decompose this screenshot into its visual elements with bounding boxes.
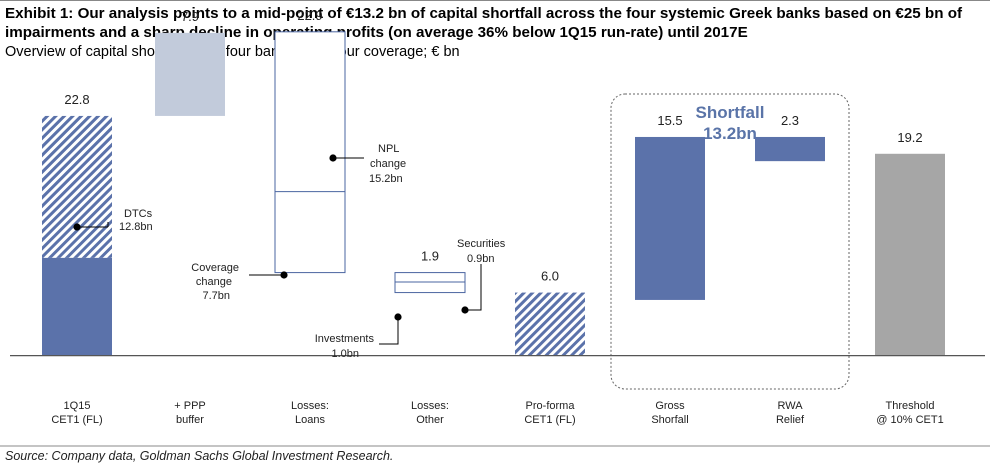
dtcs-label-line2: 12.8bn [119, 221, 153, 233]
npl-label-line1: NPL [378, 143, 399, 155]
investments-leader [379, 317, 399, 345]
bar-losses-other [394, 272, 466, 294]
bar-cet1-dtc-part [42, 115, 112, 258]
shortfall-title: Shortfall [696, 103, 765, 122]
category-label-gross-line2: Shorfall [651, 414, 688, 426]
source-note: Source: Company data, Goldman Sachs Glob… [5, 449, 394, 463]
value-label-rwa: 2.3 [781, 113, 799, 128]
category-label-ppp-line2: buffer [176, 414, 204, 426]
shortfall-box [610, 93, 850, 390]
securities-label-line2: 0.9bn [467, 253, 495, 265]
category-label-cet1-line1: 1Q15 [64, 400, 91, 412]
bar-rwa-relief [755, 136, 825, 162]
category-label-gross-line1: Gross [655, 400, 685, 412]
value-label-gross: 15.5 [657, 113, 682, 128]
category-label-ppp-line1: + PPP [174, 400, 206, 412]
bar-threshold [875, 153, 945, 356]
value-label-ppp: 7.9 [181, 9, 199, 24]
dtcs-marker [73, 223, 81, 231]
securities-leader [465, 264, 482, 311]
dtcs-label-line1: DTCs [124, 208, 153, 220]
securities-label-line1: Securities [457, 238, 506, 250]
value-label-cet1: 22.8 [64, 92, 89, 107]
bar-proforma-cet1 [515, 292, 585, 356]
securities-marker [461, 306, 469, 314]
bar-ppp-buffer [155, 32, 225, 116]
category-label-threshold-line2: @ 10% CET1 [876, 414, 943, 426]
top-rule [0, 0, 990, 1]
exhibit-subtitle: Overview of capital shortfall for all fo… [5, 44, 460, 60]
bar-cet1-core-part [42, 257, 112, 356]
npl-marker [329, 154, 337, 162]
coverage-marker [280, 271, 288, 279]
category-label-rwa-line2: Relief [776, 414, 805, 426]
npl-label-line2: change [370, 158, 406, 170]
investments-marker [394, 313, 402, 321]
value-label-other: 1.9 [421, 249, 439, 264]
npl-label-line3: 15.2bn [369, 173, 403, 185]
investments-label-line2: 1.0bn [331, 348, 359, 360]
value-label-threshold: 19.2 [897, 130, 922, 145]
value-label-proforma: 6.0 [541, 269, 559, 284]
category-label-cet1-line2: CET1 (FL) [51, 414, 102, 426]
category-label-rwa-line1: RWA [777, 400, 803, 412]
category-label-loans-line1: Losses: [291, 400, 329, 412]
category-label-threshold-line1: Threshold [886, 400, 935, 412]
category-label-proforma-line1: Pro-forma [526, 400, 576, 412]
shortfall-value: 13.2bn [703, 124, 757, 143]
category-label-other-line1: Losses: [411, 400, 449, 412]
category-label-other-line2: Other [416, 414, 444, 426]
value-label-loans: 22.9 [297, 8, 322, 23]
coverage-label-line2: change [196, 276, 232, 288]
bar-gross-shortfall [635, 136, 705, 300]
investments-label-line1: Investments [315, 333, 375, 345]
category-label-loans-line2: Loans [295, 414, 325, 426]
bar-losses-loans [274, 31, 346, 274]
coverage-label-line1: Coverage [191, 262, 239, 274]
category-label-proforma-line2: CET1 (FL) [524, 414, 575, 426]
coverage-label-line3: 7.7bn [202, 290, 230, 302]
